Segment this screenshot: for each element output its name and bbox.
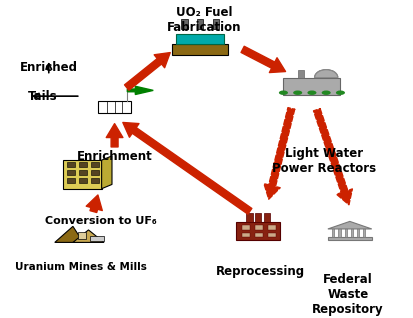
Bar: [91, 170, 99, 175]
Bar: [67, 162, 74, 167]
Bar: [255, 225, 263, 230]
FancyArrowPatch shape: [264, 107, 295, 199]
Bar: [357, 228, 359, 237]
FancyArrowPatch shape: [241, 46, 285, 73]
Bar: [78, 232, 86, 239]
Bar: [67, 178, 74, 183]
Bar: [91, 178, 99, 183]
Bar: [246, 213, 252, 222]
Bar: [344, 228, 347, 237]
Text: Tails: Tails: [28, 90, 58, 103]
Bar: [67, 170, 74, 175]
Text: Reprocessing: Reprocessing: [216, 265, 305, 278]
Bar: [298, 70, 304, 78]
Text: Light Water
Power Reactors: Light Water Power Reactors: [272, 147, 376, 175]
Ellipse shape: [293, 91, 302, 95]
Wedge shape: [315, 70, 338, 78]
Bar: [363, 228, 365, 237]
FancyArrowPatch shape: [106, 124, 123, 147]
Bar: [90, 236, 104, 241]
Bar: [176, 34, 224, 44]
Bar: [79, 170, 87, 175]
Text: UO₂ Fuel
Fabrication: UO₂ Fuel Fabrication: [167, 6, 242, 34]
Polygon shape: [73, 230, 104, 242]
Text: Conversion to UF₆: Conversion to UF₆: [45, 216, 157, 226]
Text: Uranium Mines & Mills: Uranium Mines & Mills: [15, 262, 147, 272]
Bar: [328, 237, 372, 239]
Ellipse shape: [279, 91, 288, 95]
FancyArrow shape: [127, 86, 153, 94]
Bar: [242, 225, 250, 230]
Bar: [213, 19, 219, 29]
Bar: [332, 228, 335, 237]
Bar: [63, 160, 102, 189]
FancyArrowPatch shape: [125, 52, 170, 90]
Bar: [79, 178, 87, 183]
Bar: [255, 213, 261, 222]
Polygon shape: [328, 221, 372, 229]
Bar: [172, 44, 228, 55]
Text: Federal
Waste
Repository: Federal Waste Repository: [312, 273, 384, 316]
Polygon shape: [102, 156, 112, 189]
Bar: [268, 232, 276, 237]
Text: Enriched: Enriched: [20, 61, 78, 74]
FancyArrowPatch shape: [123, 122, 252, 214]
Bar: [255, 232, 263, 237]
Bar: [351, 228, 353, 237]
Bar: [236, 222, 280, 240]
Bar: [268, 225, 276, 230]
Bar: [242, 232, 250, 237]
Bar: [197, 19, 204, 29]
Bar: [98, 101, 131, 113]
FancyArrowPatch shape: [86, 195, 102, 212]
Polygon shape: [55, 226, 83, 242]
Bar: [338, 228, 341, 237]
Ellipse shape: [336, 91, 345, 95]
Bar: [91, 162, 99, 167]
Ellipse shape: [307, 91, 316, 95]
Bar: [79, 162, 87, 167]
Ellipse shape: [322, 91, 331, 95]
Text: Enrichment: Enrichment: [77, 150, 152, 163]
Bar: [283, 78, 340, 95]
Bar: [181, 19, 188, 29]
FancyArrowPatch shape: [313, 109, 352, 205]
Bar: [263, 213, 270, 222]
